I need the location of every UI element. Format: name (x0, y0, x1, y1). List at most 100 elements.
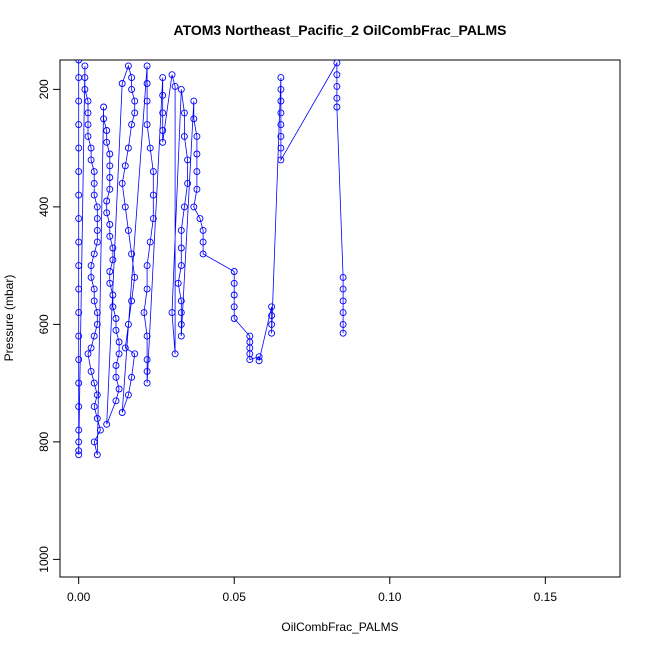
data-point (75, 60, 83, 64)
data-point (128, 74, 136, 82)
data-point (149, 215, 157, 223)
data-point (193, 150, 201, 158)
data-point (75, 262, 83, 270)
data-point (90, 379, 98, 387)
data-point (339, 285, 347, 293)
data-point (143, 121, 151, 129)
data-point (90, 250, 98, 258)
data-point (177, 309, 185, 317)
data-point (180, 132, 188, 140)
data-point (75, 191, 83, 199)
data-point (246, 356, 254, 364)
data-point (93, 320, 101, 328)
data-point (124, 144, 132, 152)
data-point (90, 179, 98, 187)
data-point (93, 215, 101, 223)
data-point (84, 121, 92, 129)
plot-frame (59, 59, 621, 578)
data-point (159, 109, 167, 117)
plot-area (59, 59, 621, 578)
data-point (75, 426, 83, 434)
data-point (115, 350, 123, 358)
data-point (118, 409, 126, 416)
data-point (171, 82, 179, 90)
data-point (333, 71, 341, 79)
data-point (159, 127, 167, 134)
data-point (93, 226, 101, 234)
data-point (230, 291, 238, 299)
data-point (124, 62, 132, 70)
data-point (75, 332, 83, 340)
x-tick-label: 0.10 (378, 590, 402, 604)
data-point (177, 226, 185, 234)
data-point (75, 447, 83, 455)
x-tick-label: 0.00 (67, 590, 91, 604)
data-point (106, 221, 114, 228)
data-point (75, 356, 83, 364)
data-point (103, 127, 111, 134)
y-tick-label: 200 (37, 79, 51, 99)
data-point (199, 226, 207, 234)
data-point (93, 414, 101, 422)
data-point (143, 62, 151, 70)
data-point (168, 309, 176, 317)
data-point (124, 226, 132, 234)
data-point (115, 385, 123, 393)
data-point (75, 238, 83, 246)
data-point (112, 315, 120, 322)
data-point (143, 80, 151, 87)
data-point (128, 250, 136, 258)
y-tick-label: 600 (37, 314, 51, 334)
data-point (121, 203, 129, 211)
data-point (75, 285, 83, 293)
data-point (75, 215, 83, 223)
data-point (87, 262, 95, 270)
data-point (143, 379, 151, 387)
data-point (81, 74, 89, 82)
data-point (75, 438, 83, 446)
data-point (131, 109, 139, 117)
x-axis-label: OilCombFrac_PALMS (281, 620, 398, 634)
data-point (196, 215, 204, 223)
data-point (81, 62, 89, 70)
data-point (277, 121, 285, 129)
data-point (339, 309, 347, 317)
data-point (128, 373, 136, 381)
data-point (184, 156, 192, 164)
data-point (121, 344, 129, 352)
data-point (177, 85, 185, 93)
data-point (75, 309, 83, 317)
data-point (149, 191, 157, 199)
data-point (177, 297, 185, 305)
data-point (106, 268, 114, 275)
data-point (277, 85, 285, 93)
x-axis: 0.00 0.05 0.10 0.15 (67, 576, 557, 604)
data-point (87, 144, 95, 152)
data-point (177, 320, 185, 328)
data-point (168, 71, 176, 79)
data-point (106, 279, 114, 287)
data-point (112, 362, 120, 369)
data-point (124, 320, 132, 328)
data-point (128, 85, 136, 93)
data-point (268, 329, 276, 337)
data-point (333, 103, 341, 111)
data-point (159, 74, 167, 82)
data-point (230, 279, 238, 287)
data-point (193, 168, 201, 176)
data-point (339, 320, 347, 328)
data-point (93, 238, 101, 246)
data-point (75, 403, 83, 411)
y-axis-label: Pressure (mbar) (2, 275, 16, 362)
data-point (84, 109, 92, 117)
data-point (90, 332, 98, 340)
data-point (190, 115, 198, 123)
data-point (103, 420, 111, 428)
data-point (75, 168, 83, 176)
data-point (159, 138, 167, 146)
data-point (268, 320, 276, 328)
data-point (159, 91, 167, 99)
data-point (87, 156, 95, 164)
data-point (199, 250, 207, 258)
data-point (93, 203, 101, 211)
